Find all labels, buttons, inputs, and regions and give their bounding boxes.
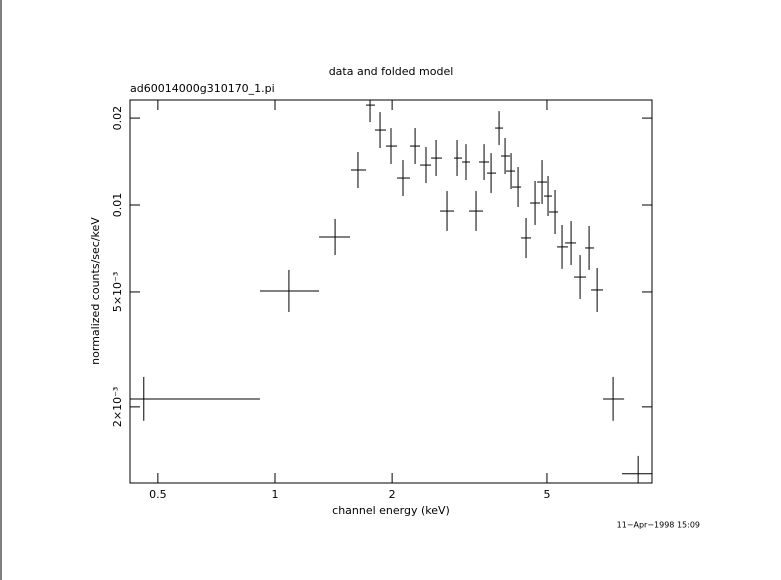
- x-tick-label: 5: [543, 488, 550, 501]
- y-tick-label: 5×10⁻³: [111, 272, 124, 312]
- y-tick-label: 2×10⁻³: [111, 387, 124, 427]
- x-tick-label: 2: [389, 488, 396, 501]
- x-tick-label: 1: [271, 488, 278, 501]
- y-axis-label: normalized counts/sec/keV: [89, 217, 102, 365]
- x-tick-label: 0.5: [149, 488, 167, 501]
- chart-subtitle: ad60014000g310170_1.pi: [130, 82, 275, 95]
- y-tick-label: 0.01: [111, 193, 124, 218]
- plot-area: [130, 100, 652, 483]
- y-tick-label: 0.02: [111, 106, 124, 131]
- chart-title: data and folded model: [329, 65, 454, 78]
- timestamp: 11−Apr−1998 15:09: [617, 521, 700, 530]
- x-axis-label: channel energy (keV): [332, 504, 450, 517]
